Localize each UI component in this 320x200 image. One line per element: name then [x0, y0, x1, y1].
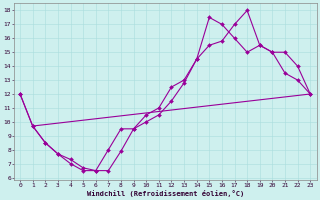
- X-axis label: Windchill (Refroidissement éolien,°C): Windchill (Refroidissement éolien,°C): [86, 190, 244, 197]
